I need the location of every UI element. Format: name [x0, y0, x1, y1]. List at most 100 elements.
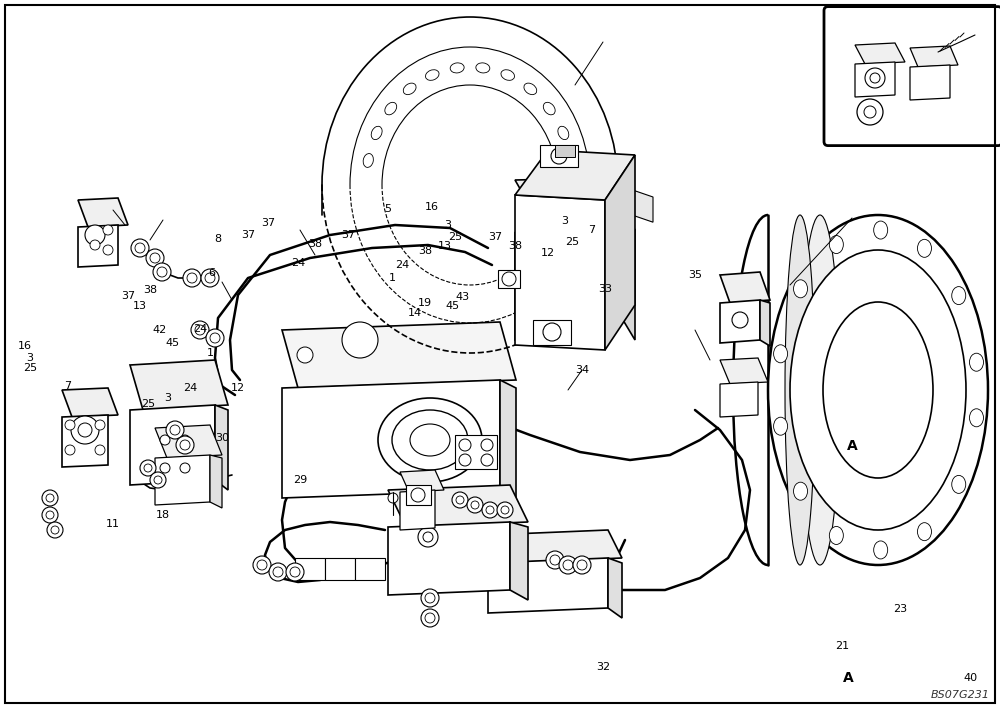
Ellipse shape: [785, 215, 815, 565]
Text: 24: 24: [183, 383, 197, 393]
Text: 25: 25: [565, 237, 579, 247]
Polygon shape: [155, 455, 210, 505]
Ellipse shape: [501, 69, 515, 80]
Polygon shape: [215, 405, 228, 490]
Circle shape: [486, 506, 494, 514]
Text: 35: 35: [688, 270, 702, 280]
Ellipse shape: [823, 302, 933, 478]
Polygon shape: [720, 300, 760, 343]
Circle shape: [297, 347, 313, 363]
Polygon shape: [282, 380, 500, 498]
Ellipse shape: [874, 221, 888, 239]
Circle shape: [501, 506, 509, 514]
Text: 19: 19: [418, 298, 432, 308]
Circle shape: [153, 263, 171, 281]
Circle shape: [481, 454, 493, 466]
Circle shape: [273, 567, 283, 577]
Circle shape: [46, 494, 54, 502]
Polygon shape: [760, 300, 770, 346]
Circle shape: [146, 249, 164, 267]
Circle shape: [206, 329, 224, 347]
Circle shape: [551, 148, 567, 164]
Circle shape: [166, 421, 184, 439]
Polygon shape: [515, 232, 605, 340]
Circle shape: [140, 460, 156, 476]
Ellipse shape: [800, 215, 840, 565]
Ellipse shape: [543, 103, 555, 115]
Circle shape: [42, 490, 58, 506]
Text: 3: 3: [26, 353, 34, 362]
Circle shape: [550, 555, 560, 565]
Text: 5: 5: [384, 204, 392, 214]
Text: 42: 42: [153, 325, 167, 335]
Text: 40: 40: [963, 673, 977, 683]
Circle shape: [452, 492, 468, 508]
Text: 29: 29: [293, 475, 307, 485]
Text: 1: 1: [388, 273, 396, 282]
Circle shape: [573, 556, 591, 574]
Ellipse shape: [829, 527, 843, 544]
Ellipse shape: [476, 63, 490, 73]
Polygon shape: [605, 155, 635, 350]
Bar: [498, 270, 520, 288]
Ellipse shape: [363, 154, 373, 167]
Circle shape: [253, 556, 271, 574]
Polygon shape: [488, 530, 622, 563]
Text: 45: 45: [165, 338, 179, 348]
Ellipse shape: [450, 63, 464, 73]
Circle shape: [51, 526, 59, 534]
Circle shape: [425, 593, 435, 603]
Circle shape: [201, 269, 219, 287]
Text: A: A: [847, 439, 857, 453]
Circle shape: [864, 106, 876, 118]
Text: 16: 16: [18, 341, 32, 350]
Circle shape: [418, 527, 438, 547]
Polygon shape: [608, 558, 622, 618]
Circle shape: [257, 560, 267, 570]
Text: 7: 7: [64, 381, 72, 391]
Polygon shape: [388, 522, 510, 595]
Text: 43: 43: [455, 292, 469, 302]
Circle shape: [543, 323, 561, 341]
Circle shape: [195, 325, 205, 335]
Ellipse shape: [774, 417, 788, 435]
Text: 14: 14: [408, 308, 422, 318]
Circle shape: [85, 225, 105, 245]
Text: 38: 38: [143, 285, 157, 295]
Text: 25: 25: [141, 399, 155, 409]
Circle shape: [135, 243, 145, 253]
Text: 1: 1: [207, 348, 214, 358]
Circle shape: [46, 511, 54, 519]
Polygon shape: [515, 195, 605, 350]
Polygon shape: [78, 198, 128, 227]
Text: 3: 3: [164, 393, 172, 403]
Text: 11: 11: [106, 519, 120, 529]
Ellipse shape: [774, 345, 788, 362]
Text: 25: 25: [23, 363, 37, 373]
Polygon shape: [388, 485, 528, 527]
Text: 38: 38: [418, 246, 432, 256]
Circle shape: [559, 556, 577, 574]
Text: 12: 12: [541, 249, 555, 258]
Text: 7: 7: [588, 225, 596, 235]
Circle shape: [467, 497, 483, 513]
Circle shape: [459, 454, 471, 466]
Polygon shape: [910, 46, 958, 67]
Circle shape: [103, 225, 113, 235]
Polygon shape: [62, 415, 108, 467]
Circle shape: [78, 423, 92, 437]
Circle shape: [577, 560, 587, 570]
Polygon shape: [282, 322, 516, 388]
Text: 37: 37: [261, 218, 275, 228]
Circle shape: [144, 464, 152, 472]
Text: 34: 34: [575, 365, 589, 375]
Circle shape: [170, 425, 180, 435]
Circle shape: [205, 273, 215, 283]
Polygon shape: [855, 43, 905, 64]
Bar: [355, 558, 385, 580]
Text: 16: 16: [425, 202, 439, 212]
Circle shape: [71, 416, 99, 444]
Ellipse shape: [952, 475, 966, 493]
Text: 37: 37: [488, 232, 502, 242]
Circle shape: [290, 567, 300, 577]
